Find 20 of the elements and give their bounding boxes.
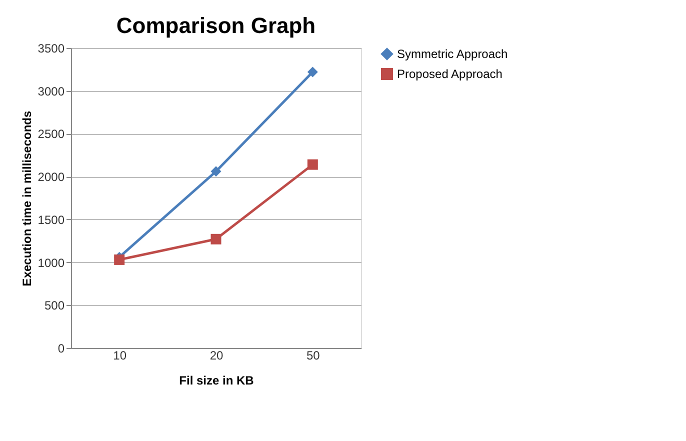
x-tick-label: 20: [210, 348, 224, 362]
y-tick-label: 2500: [38, 127, 65, 142]
y-tick-label: 500: [44, 298, 65, 313]
legend-label: Proposed Approach: [397, 67, 502, 81]
x-tick-label: 10: [113, 348, 127, 362]
y-tick-label: 2000: [38, 170, 65, 184]
y-tick-label: 1000: [38, 256, 65, 270]
point: [307, 66, 318, 78]
y-tick-label: 3000: [38, 84, 65, 98]
legend-label: Symmetric Approach: [397, 47, 508, 61]
point: [210, 234, 222, 244]
y-tick-label: 0: [58, 342, 65, 356]
chart-title: Comparison Graph: [116, 13, 316, 38]
point: [307, 159, 318, 170]
y-tick-label: 1500: [38, 212, 65, 227]
y-axis-title: Execution time in milliseconds: [20, 110, 34, 286]
x-axis-title: Fil size in KB: [179, 374, 254, 388]
point: [210, 166, 222, 177]
y-tick-label: 3500: [38, 42, 65, 56]
x-tick-label: 50: [306, 348, 320, 362]
